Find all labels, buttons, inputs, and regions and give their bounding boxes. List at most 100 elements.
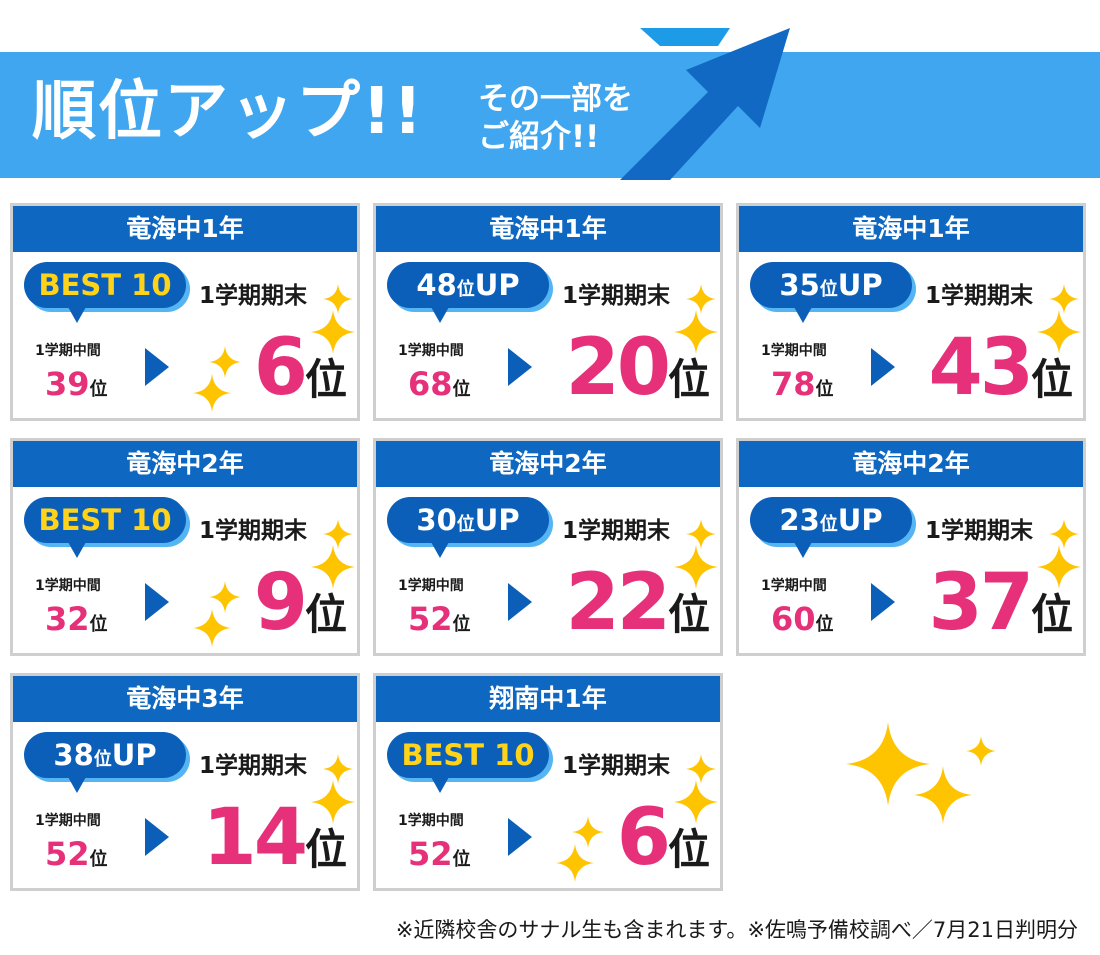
mid-rank-unit: 位 [89,379,108,400]
rank-badge: 30位UP [387,497,549,558]
mid-rank: 32位 [45,601,108,643]
sparkle-icon [209,346,241,378]
badge-unit: 位 [819,514,838,535]
rank-badge: 35位UP [750,262,912,323]
rank-badge: 48位UP [387,262,549,323]
mid-rank-number: 39 [45,365,90,403]
period-mid-label: 1学期中間 [35,813,101,829]
rank-card: 竜海中1年 BEST 10 1学期期末 1学期中間 39位 6位 [10,203,360,421]
final-rank-unit: 位 [1030,590,1073,639]
mid-rank: 78位 [771,366,834,408]
badge-main: 38 [53,738,94,772]
mid-rank-number: 32 [45,600,90,638]
mid-rank-number: 52 [408,600,453,638]
rank-card: 竜海中2年 BEST 10 1学期期末 1学期中間 32位 9位 [10,438,360,656]
mid-rank: 52位 [408,836,471,878]
period-mid-label: 1学期中間 [761,343,827,359]
mid-rank-unit: 位 [452,614,471,635]
period-end-label: 1学期期末 [199,753,308,779]
badge-suffix: UP [111,738,157,772]
period-end-label: 1学期期末 [562,283,671,309]
rank-badge: BEST 10 [24,262,186,323]
triangle-right-icon [145,818,169,856]
badge-main: 48 [416,268,457,302]
badge-suffix: UP [474,503,520,537]
sparkle-icon [209,581,241,613]
final-rank-unit: 位 [667,355,710,404]
sparkle-icon [311,310,355,354]
sparkle-icon [674,545,718,589]
school-name: 竜海中3年 [126,684,244,713]
final-rank-number: 43 [928,323,1034,413]
badge-main: BEST 10 [38,268,172,302]
final-rank: 6位 [617,798,710,899]
badge-unit: 位 [456,514,475,535]
sparkle-icon [323,754,353,784]
sparkle-icon [1037,545,1081,589]
badge-main: 23 [779,503,820,537]
school-name: 竜海中1年 [489,214,607,243]
badge-main: BEST 10 [38,503,172,537]
mid-rank-number: 68 [408,365,453,403]
sparkle-icon [572,816,604,848]
rank-card: 竜海中3年 38位UP 1学期期末 1学期中間 52位 14位 [10,673,360,891]
footnote: ※近隣校舎のサナル生も含まれます。※佐鳴予備校調べ／7月21日判明分 [395,918,1078,942]
final-rank-unit: 位 [304,355,347,404]
sparkle-icon [686,284,716,314]
sparkle-icon [1049,519,1079,549]
period-mid-label: 1学期中間 [761,578,827,594]
period-end-label: 1学期期末 [925,283,1034,309]
badge-suffix: UP [837,503,883,537]
period-end-label: 1学期期末 [925,518,1034,544]
badge-suffix: UP [837,268,883,302]
card-school-header: 翔南中1年 [376,676,720,722]
period-mid-label: 1学期中間 [35,578,101,594]
sparkle-icon [686,519,716,549]
school-name: 竜海中2年 [126,449,244,478]
final-rank-unit: 位 [304,590,347,639]
sparkle-icon [966,736,996,766]
final-rank-number: 20 [565,323,671,413]
period-mid-label: 1学期中間 [398,578,464,594]
card-school-header: 竜海中2年 [13,441,357,487]
mid-rank: 39位 [45,366,108,408]
up-arrow-icon [620,28,790,180]
school-name: 竜海中1年 [126,214,244,243]
page-title: 順位アップ!! [32,75,425,149]
mid-rank: 68位 [408,366,471,408]
sparkle-icon [193,609,231,647]
period-end-label: 1学期期末 [562,753,671,779]
mid-rank: 60位 [771,601,834,643]
sparkle-icon [323,519,353,549]
triangle-right-icon [508,583,532,621]
mid-rank-unit: 位 [815,379,834,400]
period-end-label: 1学期期末 [199,518,308,544]
rank-badge: BEST 10 [387,732,549,793]
rank-badge: 38位UP [24,732,186,793]
badge-main: BEST 10 [401,738,535,772]
rank-badge: 23位UP [750,497,912,558]
mid-rank-number: 52 [408,835,453,873]
final-rank: 6位 [254,328,347,429]
triangle-right-icon [145,348,169,386]
subtitle-line: その一部を [478,81,633,117]
school-name: 竜海中2年 [852,449,970,478]
school-name: 竜海中2年 [489,449,607,478]
mid-rank: 52位 [45,836,108,878]
sparkle-icon [193,374,231,412]
rank-card: 竜海中2年 23位UP 1学期期末 1学期中間 60位 37位 [736,438,1086,656]
sparkle-icon [323,284,353,314]
sparkle-icon [674,310,718,354]
card-school-header: 竜海中1年 [739,206,1083,252]
mid-rank-unit: 位 [89,614,108,635]
rank-card: 翔南中1年 BEST 10 1学期期末 1学期中間 52位 6位 [373,673,723,891]
final-rank-number: 37 [928,558,1034,648]
card-school-header: 竜海中3年 [13,676,357,722]
mid-rank-number: 60 [771,600,816,638]
triangle-right-icon [871,348,895,386]
badge-main: 35 [779,268,820,302]
subtitle-line: ご紹介!! [478,119,600,155]
final-rank-number: 6 [616,793,671,883]
header-banner [0,52,1100,178]
final-rank: 20位 [565,328,710,429]
